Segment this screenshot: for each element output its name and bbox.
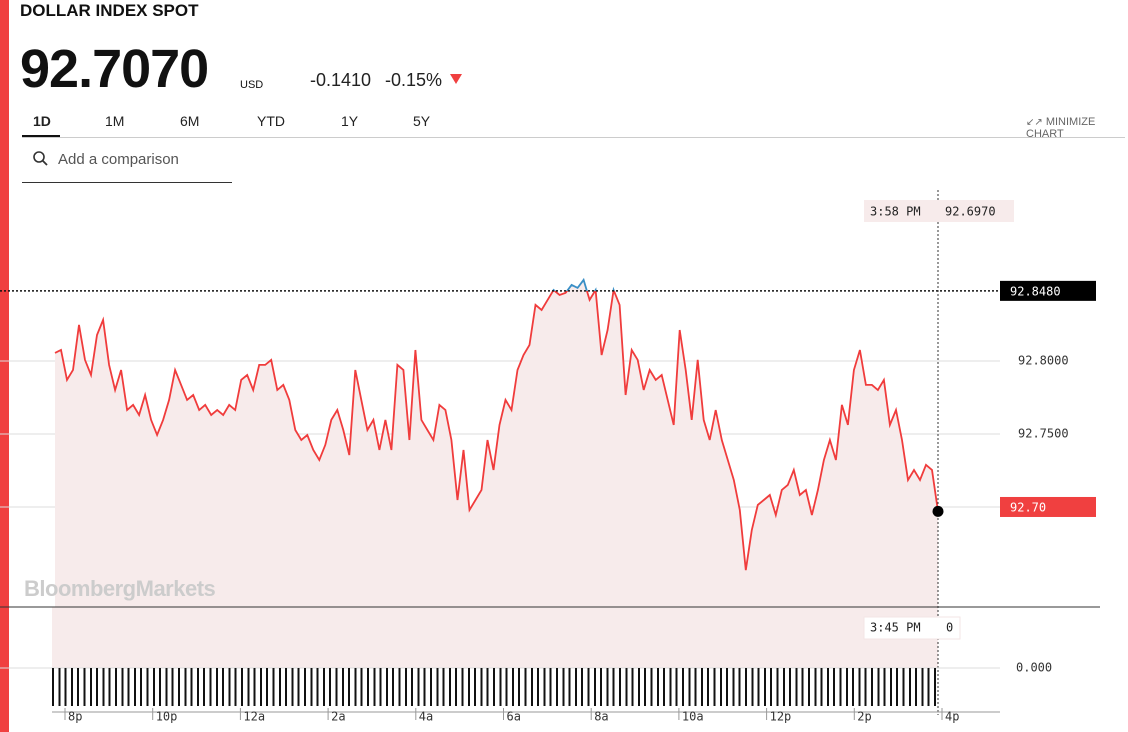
y-tick-label: 92.8000 [1018,353,1069,367]
last-price-box [1000,496,1096,517]
x-tick-label: 2p [857,710,871,724]
x-tick-label: 8a [594,710,608,724]
crosshair-value: 92.6970 [945,205,996,219]
x-tick-label: 10a [682,710,704,724]
search-underline [22,182,232,183]
tab[interactable]: 1D [33,113,51,129]
divider [22,137,1125,138]
y-tick-label: 92.7500 [1018,426,1069,440]
tab[interactable]: 1M [105,113,125,129]
tab[interactable]: YTD [257,113,285,129]
area [55,279,938,607]
x-tick-label: 12p [770,710,792,724]
previous-close-label: 92.8480 [1010,284,1061,298]
last-price-label: 92.70 [1010,500,1046,514]
crosshair-time: 3:58 PM [870,205,921,219]
tab-indicator [22,135,60,138]
change-percent: -0.15% [385,70,443,90]
previous-close-box [1000,280,1096,301]
volume-crosshair-value: 0 [946,621,953,635]
tab[interactable]: 6M [180,113,200,129]
change: -0.1410 [310,70,372,90]
volume-crosshair-box [863,616,961,640]
crosshair-box [864,200,1014,222]
price-line [54,290,939,571]
price: 92.7070 [20,39,209,99]
volume-crosshair-time: 3:45 PM [870,621,921,635]
down-arrow [450,74,462,84]
x-tick-label: 10p [156,710,178,724]
currency: USD [240,79,264,91]
x-tick-label: 2a [331,710,345,724]
search-input[interactable]: Add a comparison [58,151,179,168]
volume-panel-bg [52,607,938,668]
volume-bars [52,668,938,706]
instrument-title: DOLLAR INDEX SPOT [20,1,199,20]
accent-bar [0,0,9,732]
minimize-label: MINIMIZE CHART [1026,116,1096,140]
x-tick-label: 6a [507,710,521,724]
tab[interactable]: 5Y [413,113,431,129]
tab[interactable]: 1Y [341,113,359,129]
x-tick-label: 4p [945,710,959,724]
x-tick-label: 8p [68,710,82,724]
y-tick-label: 0.000 [1016,661,1052,675]
minimize-chart[interactable]: ↙↗ MINIMIZE CHART [1026,116,1096,140]
x-tick-label: 12a [243,710,265,724]
search-icon [33,151,48,166]
x-tick-label: 4a [419,710,433,724]
crosshair-point [932,505,944,517]
watermark: BloombergMarkets [24,576,216,601]
